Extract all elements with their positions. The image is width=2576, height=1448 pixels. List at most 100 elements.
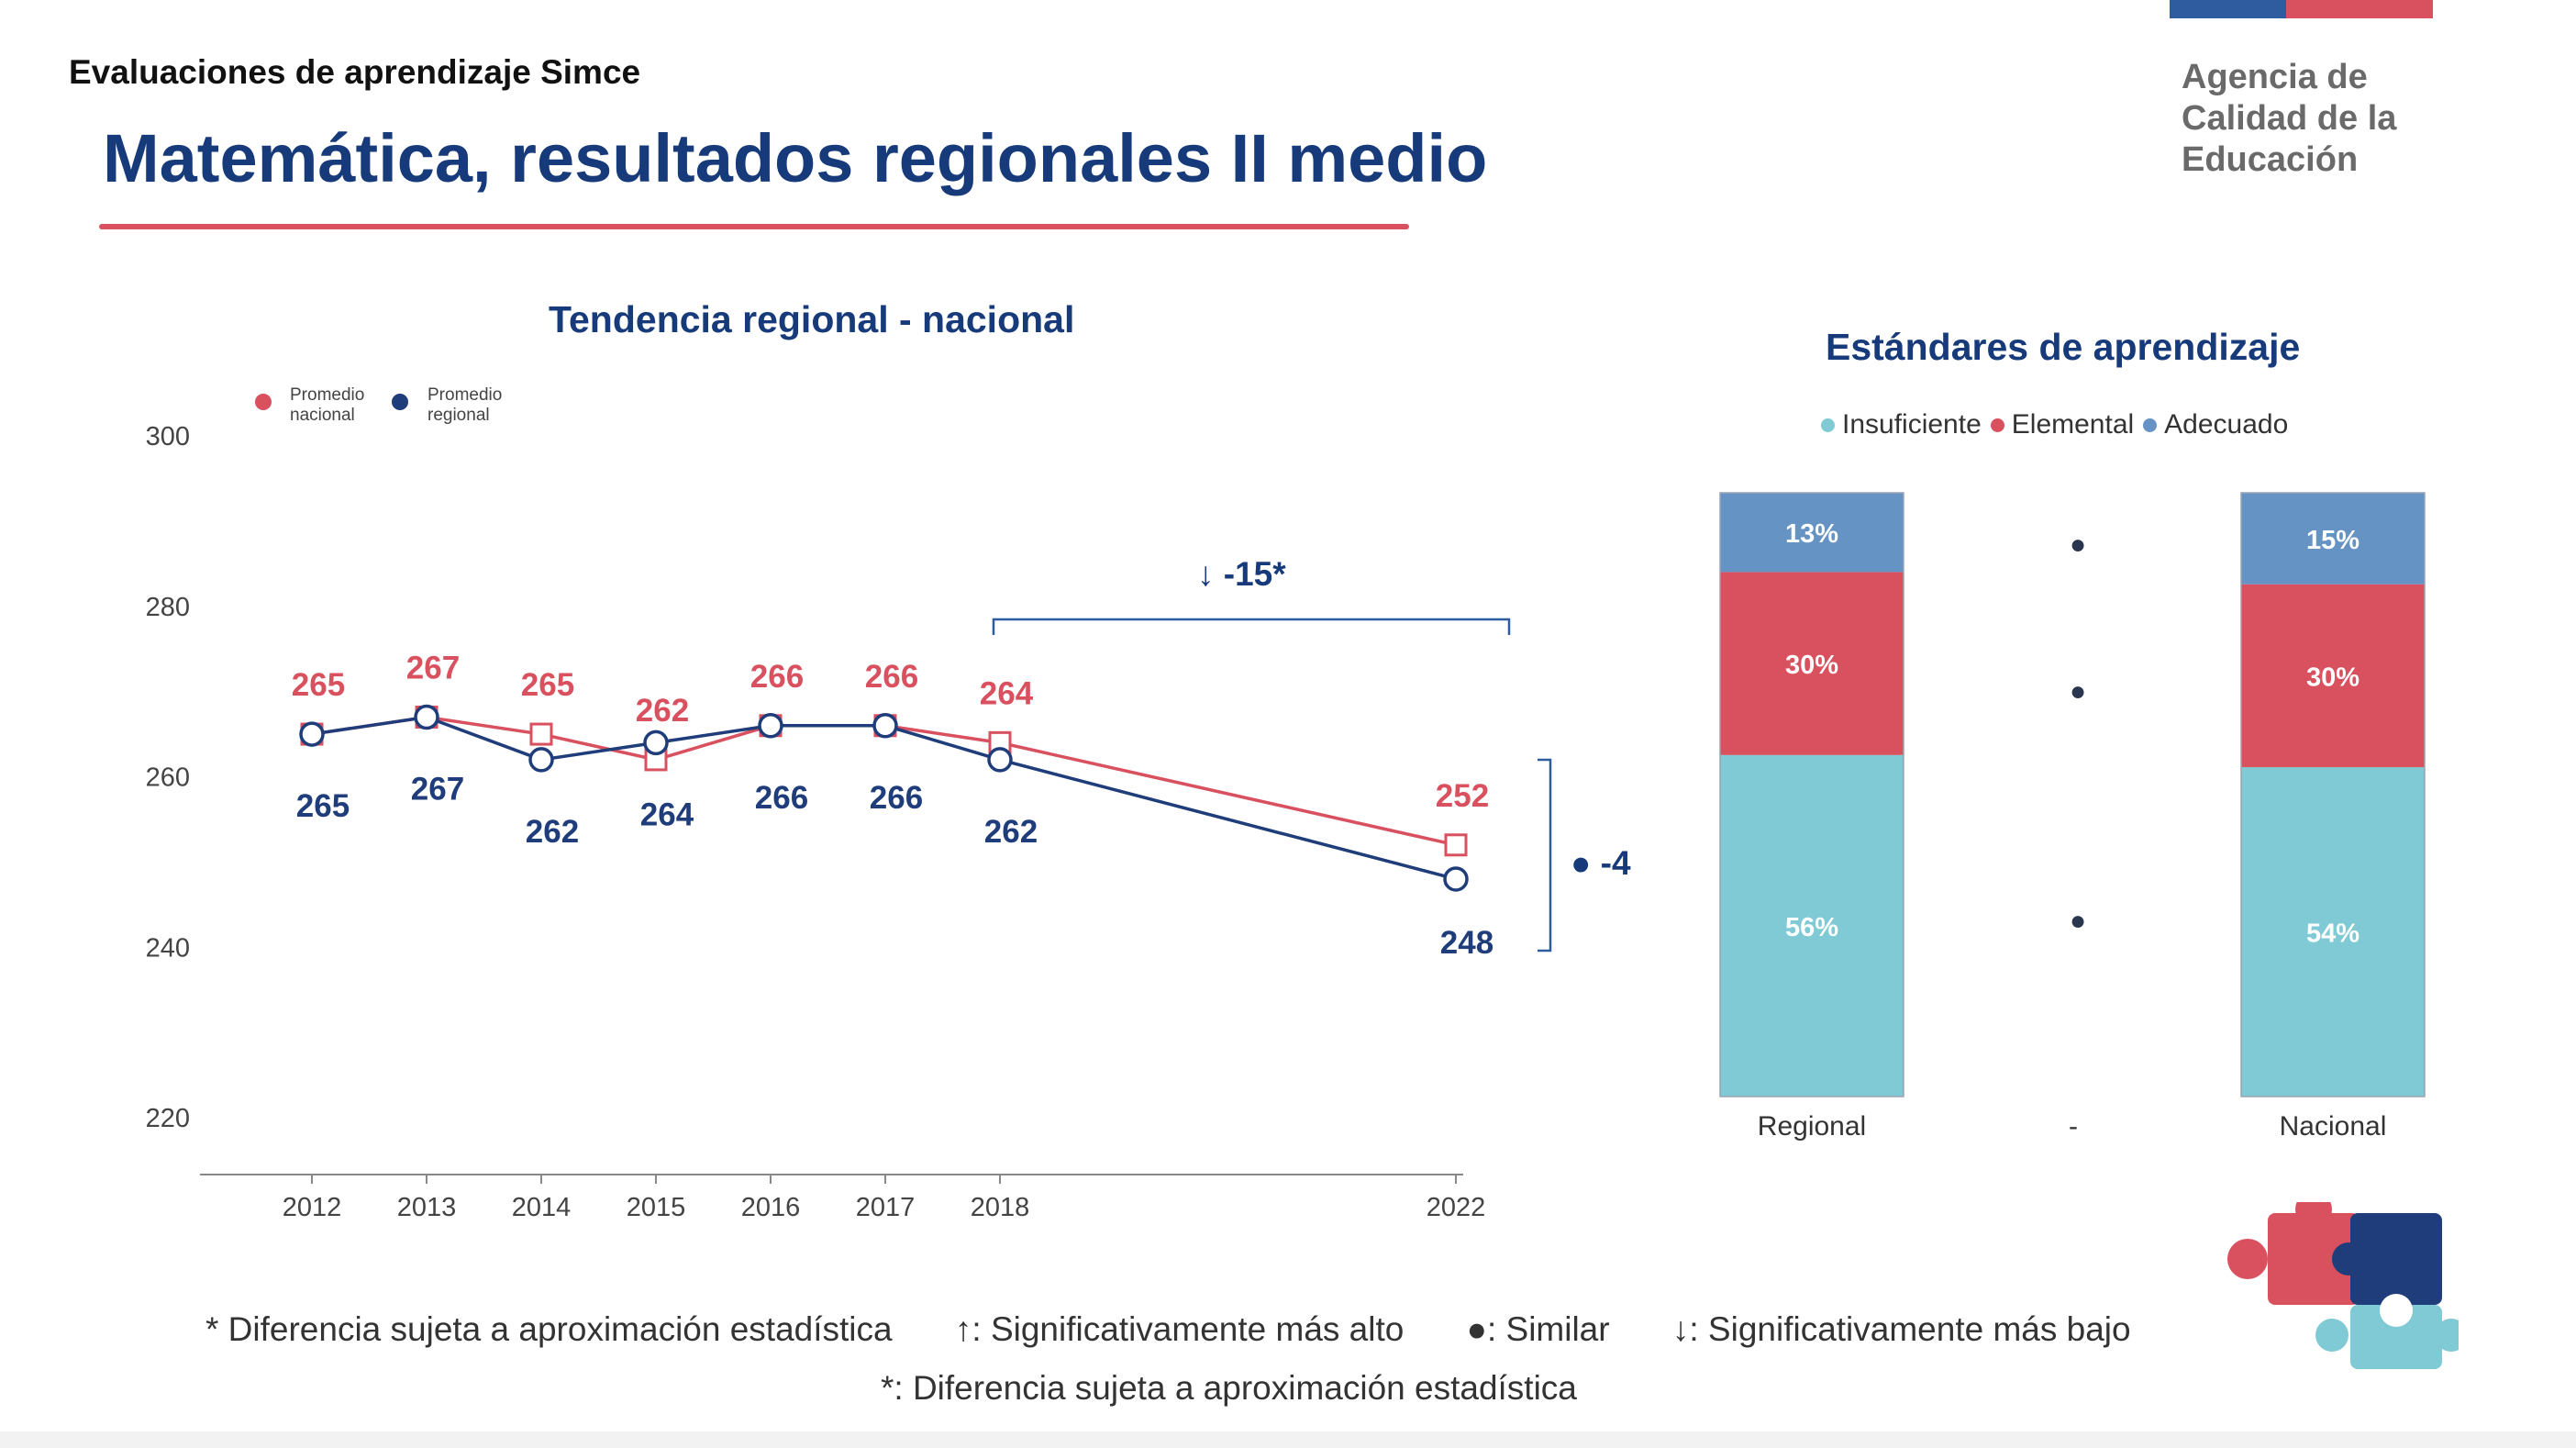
x-tick-label: 2018 xyxy=(971,1193,1030,1222)
marker-regional xyxy=(299,721,325,747)
x-tick-label: 2015 xyxy=(627,1193,686,1222)
marker-regional xyxy=(643,730,669,756)
y-tick-label: 240 xyxy=(146,933,190,963)
footnote-asterisk: * Diferencia sujeta a aproximación estad… xyxy=(205,1310,893,1348)
bar-category-labels: Regional - Nacional xyxy=(1758,1111,2387,1142)
top-brand-bar-blue xyxy=(2170,0,2286,18)
marker-nacional xyxy=(1444,833,1468,857)
similar-marker: ● xyxy=(2070,676,2086,707)
bar-segments-group: 56% 30% 13% 54% 30% 15% xyxy=(1719,492,2426,1097)
logo-line-2: Calidad de la xyxy=(2182,99,2397,138)
data-labels-group: 265 267 265 262 266 266 264 252 265 267 262 264 266 2… xyxy=(292,650,1493,960)
marker-nacional xyxy=(529,722,553,746)
similar-marker: ● xyxy=(2070,529,2086,560)
gap-bracket xyxy=(1538,758,1552,952)
footnote-lower: ↓: Significativamente más bajo xyxy=(1671,1310,2131,1348)
national-gap-label: ● -4 xyxy=(1571,844,1631,882)
bar-segment-label: 30% xyxy=(2306,663,2359,692)
legend-label-regional-2: regional xyxy=(427,406,490,425)
top-brand-bar-red xyxy=(2286,0,2433,18)
data-label-regional: 266 xyxy=(755,780,808,816)
puzzle-icon xyxy=(2227,1202,2459,1369)
legend-label-nacional-1: Promedio xyxy=(290,385,364,405)
bar-segment-adecuado xyxy=(2241,493,2425,585)
bar-segment-label: 13% xyxy=(1785,519,1838,549)
data-label-nacional: 252 xyxy=(1436,778,1489,814)
marker-regional xyxy=(987,747,1013,773)
x-axis-ticks: 2012 2013 2014 2015 2016 2017 2018 2022 xyxy=(283,1175,1485,1222)
bar-segment-adecuado xyxy=(1720,493,1904,573)
bar-chart-title: Estándares de aprendizaje xyxy=(1826,326,2301,368)
line-chart-legend: Promedio nacional Promedio regional xyxy=(255,385,502,425)
footnote-legend-row: * Diferencia sujeta a aproximación estad… xyxy=(205,1310,2184,1349)
data-label-nacional: 266 xyxy=(865,659,918,695)
x-tick-label: 2013 xyxy=(397,1193,457,1222)
bar-category-label: - xyxy=(2069,1111,2078,1142)
y-tick-label: 220 xyxy=(146,1104,190,1133)
trend-change-label: ↓ -15* xyxy=(1197,555,1286,593)
title-underline xyxy=(99,224,1409,229)
y-tick-label: 260 xyxy=(146,763,190,793)
bar-segment-label: 30% xyxy=(1785,651,1838,680)
data-label-regional: 262 xyxy=(526,814,579,850)
x-tick-label: 2014 xyxy=(512,1193,572,1222)
footnote-note: *: Diferencia sujeta a aproximación esta… xyxy=(881,1369,1577,1407)
page-subtitle: Evaluaciones de aprendizaje Simce xyxy=(69,53,641,91)
legend-label-insuficiente: Insuficiente xyxy=(1842,409,1982,440)
y-tick-label: 300 xyxy=(146,422,190,451)
bar-segment-label: 56% xyxy=(1785,913,1838,942)
legend-marker-insuficiente xyxy=(1821,418,1835,432)
line-series-group xyxy=(299,704,1469,892)
marker-regional xyxy=(872,713,898,739)
logo-line-1: Agencia de xyxy=(2182,58,2368,96)
x-tick-label: 2017 xyxy=(856,1193,916,1222)
data-label-regional: 248 xyxy=(1440,925,1493,961)
series-line-regional xyxy=(311,715,1457,881)
x-tick-label: 2016 xyxy=(741,1193,801,1222)
marker-regional xyxy=(528,747,554,773)
similar-marker: ● xyxy=(2070,906,2086,936)
legend-marker-nacional xyxy=(255,394,272,410)
bar-outline xyxy=(1719,492,1904,1097)
data-label-nacional: 264 xyxy=(980,675,1034,711)
marker-regional xyxy=(758,713,783,739)
y-axis-ticks: 300 280 260 240 220 xyxy=(146,422,190,1133)
data-label-regional: 266 xyxy=(870,780,923,816)
bar-segment-insuficiente xyxy=(1720,754,1904,1097)
legend-label-adecuado: Adecuado xyxy=(2164,409,2289,440)
data-label-regional: 264 xyxy=(640,796,694,832)
data-label-nacional: 267 xyxy=(406,650,460,685)
legend-marker-adecuado xyxy=(2143,418,2158,432)
footnote-similar: ●: Similar xyxy=(1466,1310,1610,1348)
page-title: Matemática, resultados regionales II med… xyxy=(103,120,1488,196)
legend-marker-regional xyxy=(392,394,408,410)
bottom-strip xyxy=(0,1431,2576,1448)
legend-label-regional-1: Promedio xyxy=(427,385,502,405)
bar-segment-insuficiente xyxy=(2241,767,2425,1097)
marker-regional xyxy=(414,704,439,730)
bar-segment-elemental xyxy=(1720,572,1904,755)
data-label-nacional: 265 xyxy=(292,667,345,703)
data-label-nacional: 265 xyxy=(521,667,574,703)
bar-segment-elemental xyxy=(2241,584,2425,768)
bar-segment-label: 54% xyxy=(2306,919,2359,949)
legend-label-nacional-2: nacional xyxy=(290,406,355,425)
bar-category-label: Regional xyxy=(1758,1111,1866,1142)
agency-logo: Agencia de Calidad de la Educación xyxy=(2182,57,2420,181)
bar-outline xyxy=(2240,492,2426,1097)
line-chart-title: Tendencia regional - nacional xyxy=(549,298,1075,340)
marker-regional xyxy=(1443,866,1469,892)
trend-bracket xyxy=(992,618,1511,635)
data-label-nacional: 266 xyxy=(750,659,804,695)
bar-chart-legend: Insuficiente Elemental Adecuado xyxy=(1812,409,2288,440)
bar-category-label: Nacional xyxy=(2280,1111,2387,1142)
legend-marker-elemental xyxy=(1990,418,2004,432)
bar-segment-label: 15% xyxy=(2306,526,2359,555)
data-label-regional: 265 xyxy=(296,788,350,824)
series-line-nacional xyxy=(311,715,1457,847)
middle-markers-group: ● ● ● xyxy=(2070,529,2086,936)
y-tick-label: 280 xyxy=(146,593,190,622)
data-label-regional: 267 xyxy=(411,771,464,807)
